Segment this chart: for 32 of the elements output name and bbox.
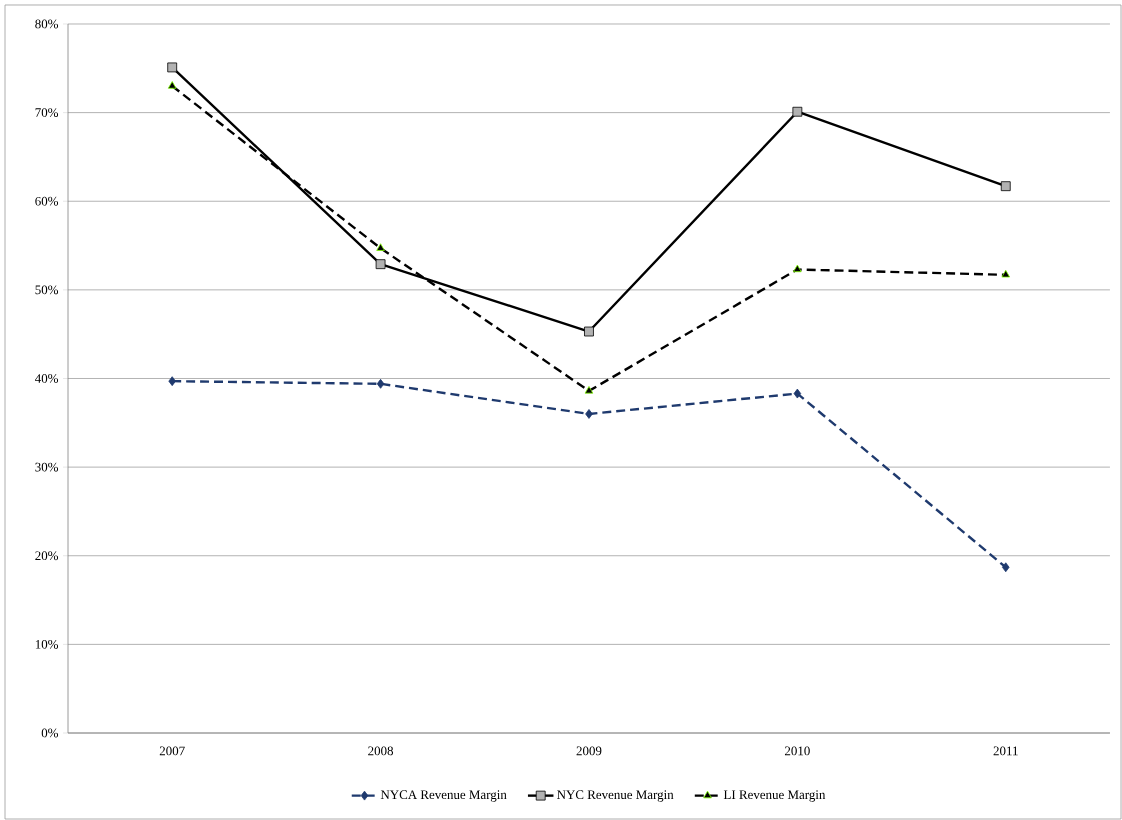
legend-label: NYCA Revenue Margin — [380, 790, 507, 802]
point — [1000, 181, 1011, 192]
y-tick-label: 0% — [41, 728, 59, 738]
legend-label: NYC Revenue Margin — [557, 790, 674, 802]
point — [1001, 562, 1010, 573]
x-tick-label: 2011 — [993, 746, 1018, 756]
point — [793, 388, 802, 399]
point — [584, 326, 594, 337]
point — [376, 243, 385, 251]
y-tick-label: 70% — [35, 108, 59, 118]
point — [375, 259, 386, 270]
y-tick-label: 30% — [35, 462, 59, 472]
point — [167, 62, 178, 73]
legend-label: LI Revenue Margin — [723, 790, 826, 802]
x-tick-label: 2009 — [576, 746, 602, 756]
y-tick-label: 10% — [35, 639, 59, 649]
point — [585, 409, 593, 419]
x-tick-label: 2008 — [368, 746, 394, 756]
point — [168, 376, 176, 387]
y-tick-label: 40% — [34, 374, 59, 383]
point — [792, 106, 803, 117]
point — [167, 81, 177, 89]
x-tick-label: 2010 — [784, 746, 810, 756]
x-tick-label: 2007 — [159, 746, 185, 756]
y-tick-label: 20% — [35, 551, 59, 561]
y-tick-label: 50% — [35, 285, 59, 295]
point — [584, 386, 594, 394]
point — [793, 264, 802, 273]
point — [1001, 269, 1011, 278]
y-tick-label: 80% — [35, 19, 59, 29]
y-tick-label: 60% — [35, 196, 59, 206]
point — [376, 378, 385, 389]
